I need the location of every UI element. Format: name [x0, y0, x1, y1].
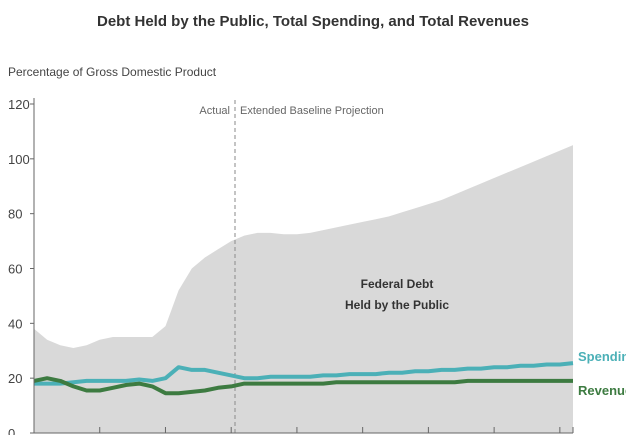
divider-label-actual: Actual: [199, 105, 230, 117]
y-tick-label-20: 20: [8, 371, 22, 386]
chart-title: Debt Held by the Public, Total Spending,…: [97, 13, 529, 30]
spending-series-label: Spending: [578, 349, 626, 364]
debt-area: [34, 145, 573, 433]
y-axis-label: Percentage of Gross Domestic Product: [8, 65, 217, 79]
spending-line: [34, 361, 574, 386]
divider-label-projection: Extended Baseline Projection: [240, 105, 384, 117]
y-tick-label-100: 100: [8, 152, 30, 167]
series-lines-layer: [33, 361, 574, 396]
revenues-line: [33, 376, 573, 396]
y-tick-label-40: 40: [8, 316, 22, 331]
y-tick-label-80: 80: [8, 207, 22, 222]
revenues-series-label: Revenues: [578, 383, 626, 398]
y-tick-label-60: 60: [8, 262, 22, 277]
debt-area-label-line-1: Federal Debt: [361, 277, 434, 291]
debt-area-label-line-2: Held by the Public: [345, 298, 449, 312]
y-tick-label-120: 120: [8, 97, 30, 112]
y-tick-label-0: 0: [8, 426, 15, 435]
debt-area-layer: [34, 145, 573, 433]
axes-layer: 0 20 40 60 80 100 120: [8, 97, 574, 435]
